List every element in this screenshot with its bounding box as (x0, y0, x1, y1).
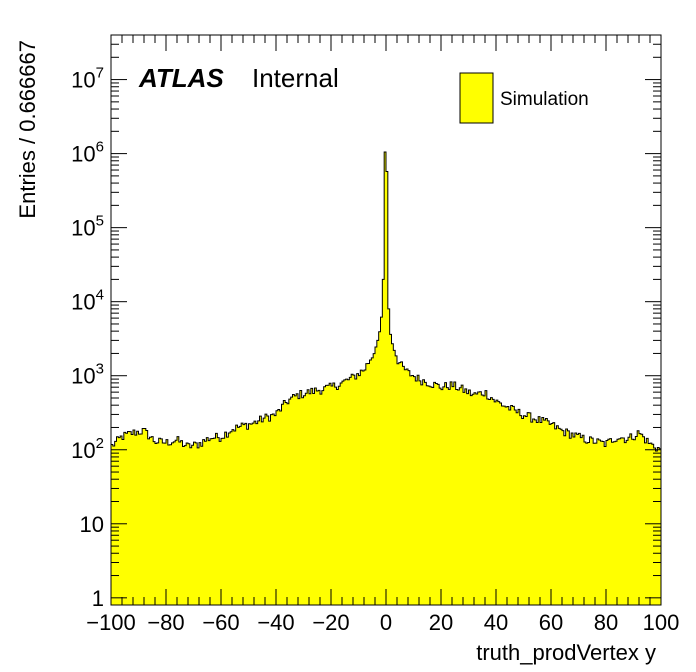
y-axis-tick-labels: 1 10 102 103 104 105 106 107 (71, 65, 104, 611)
y-tick-label: 106 (71, 139, 104, 167)
histogram-bars (110, 151, 662, 606)
x-tick-label: −40 (257, 610, 294, 635)
y-tick-label: 105 (71, 213, 104, 241)
y-tick-label: 107 (71, 65, 104, 93)
y-tick-label: 104 (71, 287, 104, 315)
x-tick-label: 0 (380, 610, 392, 635)
x-tick-label: 40 (484, 610, 508, 635)
y-tick-label: 102 (71, 435, 104, 463)
y-axis-title: Entries / 0.666667 (15, 40, 40, 219)
histogram-area (110, 151, 662, 606)
x-axis-tick-labels: −100 −80 −60 −40 −20 0 20 40 60 80 100 (86, 610, 679, 635)
internal-label: Internal (252, 63, 339, 93)
x-tick-label: −80 (147, 610, 184, 635)
x-tick-label: 100 (643, 610, 680, 635)
x-axis-title: truth_prodVertex y (476, 640, 656, 665)
y-tick-label: 10 (80, 512, 104, 537)
y-tick-label: 103 (71, 361, 104, 389)
x-tick-label: −20 (312, 610, 349, 635)
y-tick-label: 1 (92, 586, 104, 611)
legend-swatch (459, 72, 494, 124)
x-tick-label: −100 (86, 610, 136, 635)
plot-frame (110, 34, 662, 606)
legend-label: Simulation (500, 89, 589, 110)
x-tick-label: 20 (429, 610, 453, 635)
atlas-label: ATLAS (138, 63, 224, 93)
x-tick-label: 60 (539, 610, 563, 635)
axis-ticks (110, 34, 662, 605)
x-tick-label: 80 (594, 610, 618, 635)
legend: Simulation (459, 72, 589, 124)
x-tick-label: −60 (202, 610, 239, 635)
